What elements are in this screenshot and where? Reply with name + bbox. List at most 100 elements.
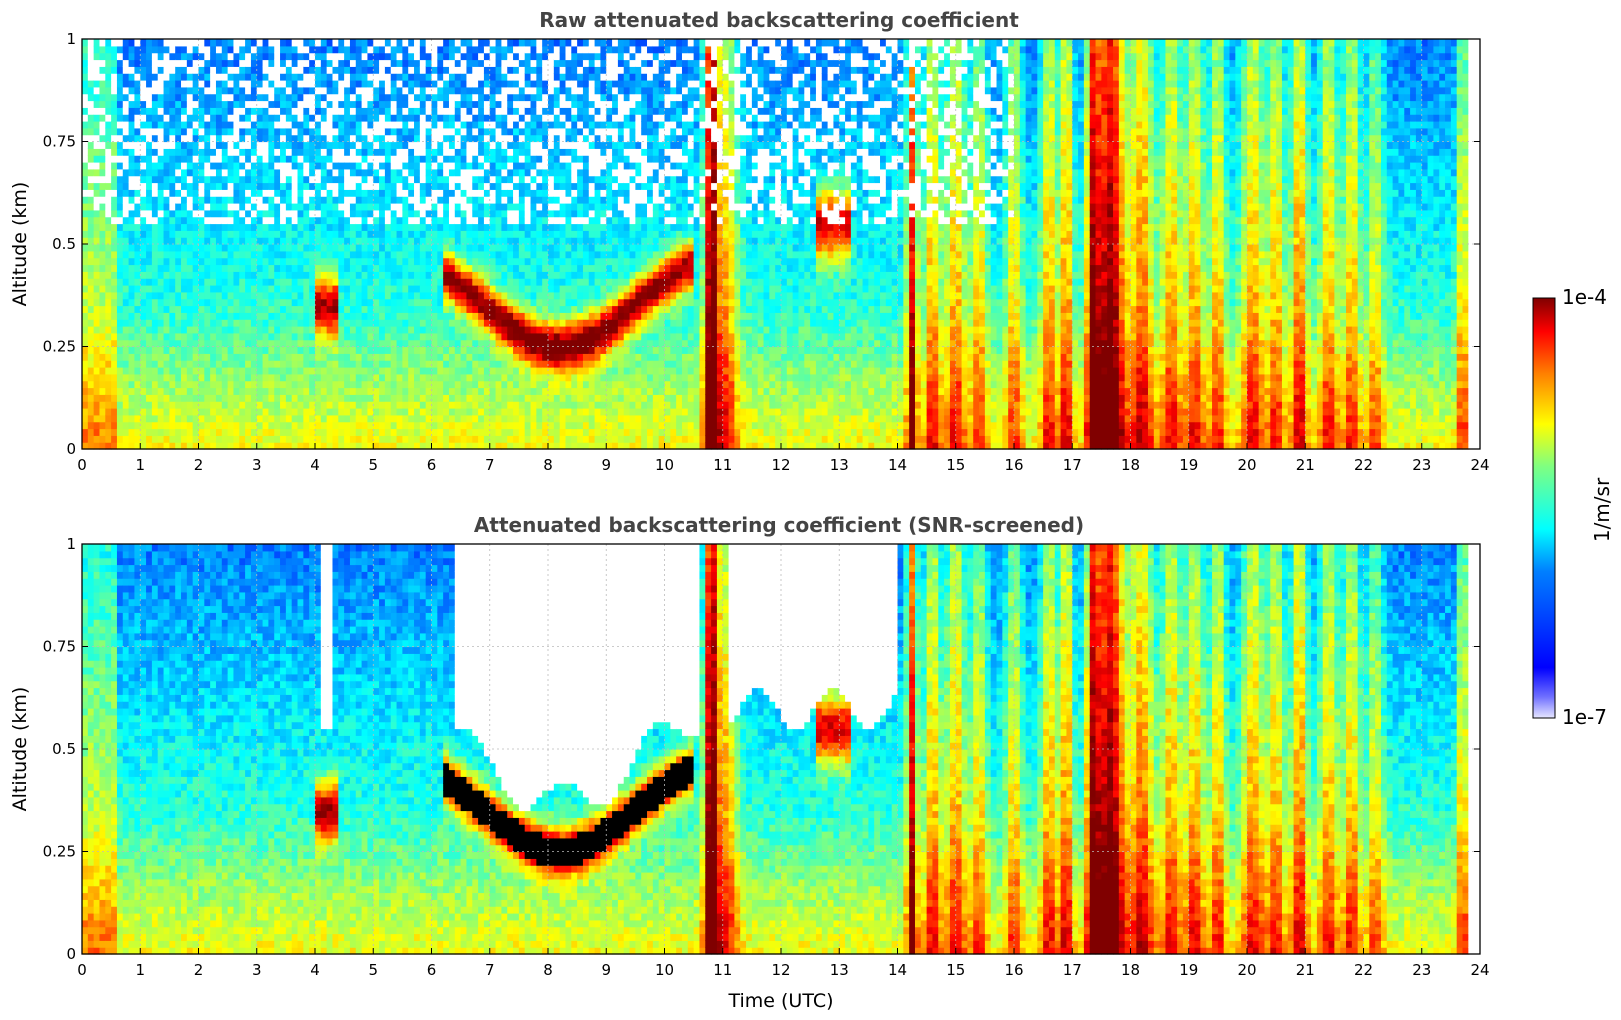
heatmap-cell: [454, 326, 462, 334]
heatmap-cell: [431, 182, 438, 190]
heatmap-cell: [204, 298, 211, 307]
heatmap-cell: [489, 175, 497, 184]
heatmap-cell: [507, 93, 514, 102]
heatmap-cell: [524, 223, 532, 231]
heatmap-cell: [239, 271, 246, 279]
heatmap-cell: [536, 230, 543, 238]
heatmap-cell: [268, 264, 275, 272]
heatmap-cell: [501, 298, 508, 307]
heatmap-cell: [163, 134, 170, 143]
heatmap-cell: [402, 45, 409, 54]
heatmap-cell: [518, 203, 526, 211]
heatmap-cell: [93, 421, 101, 430]
heatmap-cell: [262, 175, 269, 184]
heatmap-cell: [221, 291, 229, 300]
heatmap-cell: [151, 353, 159, 361]
heatmap-cell: [285, 346, 293, 354]
heatmap-cell: [501, 428, 508, 436]
heatmap-cell: [349, 278, 357, 286]
heatmap-cell: [414, 305, 421, 313]
heatmap-cell: [291, 264, 299, 272]
heatmap-cell: [134, 93, 141, 102]
heatmap-cell: [309, 162, 316, 170]
heatmap-cell: [355, 52, 363, 61]
heatmap-cell: [262, 435, 269, 443]
heatmap-cell: [285, 353, 293, 361]
heatmap-cell: [285, 189, 293, 197]
heatmap-cell: [280, 428, 287, 436]
heatmap-cell: [239, 360, 246, 368]
heatmap-cell: [454, 250, 462, 259]
heatmap-cell: [227, 367, 235, 375]
heatmap-cell: [361, 45, 369, 54]
heatmap-cell: [116, 257, 124, 266]
heatmap-cell: [530, 168, 537, 177]
heatmap-cell: [105, 52, 112, 61]
heatmap-cell: [245, 271, 252, 279]
heatmap-cell: [542, 346, 549, 354]
heatmap-cell: [443, 271, 450, 279]
heatmap-cell: [448, 182, 456, 190]
heatmap-cell: [87, 278, 95, 286]
heatmap-cell: [530, 66, 537, 74]
heatmap-cell: [87, 107, 95, 115]
heatmap-cell: [186, 182, 194, 190]
heatmap-cell: [320, 264, 328, 272]
heatmap-cell: [425, 134, 433, 143]
heatmap-cell: [524, 114, 532, 122]
heatmap-cell: [466, 319, 473, 327]
heatmap-cell: [553, 373, 561, 382]
heatmap-cell: [169, 305, 176, 313]
heatmap-cell: [448, 127, 456, 136]
heatmap-cell: [437, 305, 444, 313]
heatmap-cell: [128, 93, 136, 102]
heatmap-cell: [309, 401, 316, 409]
heatmap-cell: [367, 121, 374, 129]
heatmap-cell: [175, 107, 182, 115]
heatmap-cell: [460, 346, 468, 354]
heatmap-cell: [443, 121, 450, 129]
heatmap-cell: [518, 80, 526, 88]
heatmap-cell: [326, 244, 334, 252]
heatmap-cell: [233, 162, 240, 170]
heatmap-cell: [146, 203, 153, 211]
heatmap-cell: [175, 435, 182, 443]
heatmap-cell: [448, 52, 456, 61]
heatmap-cell: [379, 121, 386, 129]
heatmap-cell: [518, 66, 526, 74]
heatmap-cell: [215, 278, 223, 286]
heatmap-cell: [396, 216, 403, 225]
heatmap-cell: [390, 373, 398, 382]
heatmap-cell: [169, 168, 176, 177]
heatmap-cell: [163, 244, 170, 252]
heatmap-cell: [303, 264, 310, 272]
heatmap-cell: [542, 435, 549, 443]
heatmap-cell: [309, 394, 316, 402]
heatmap-cell: [134, 162, 141, 170]
heatmap-cell: [472, 175, 479, 184]
heatmap-cell: [326, 45, 334, 54]
heatmap-cell: [443, 148, 450, 156]
heatmap-cell: [233, 394, 240, 402]
heatmap-cell: [379, 148, 386, 156]
heatmap-cell: [495, 250, 502, 259]
heatmap-cell: [553, 121, 561, 129]
heatmap-cell: [443, 291, 450, 300]
heatmap-cell: [524, 360, 532, 368]
heatmap-cell: [472, 216, 479, 225]
heatmap-cell: [227, 428, 235, 436]
heatmap-cell: [361, 414, 369, 423]
heatmap-cell: [146, 162, 153, 170]
heatmap-cell: [280, 80, 287, 88]
heatmap-cell: [332, 421, 339, 430]
heatmap-cell: [215, 223, 223, 231]
heatmap-cell: [151, 107, 159, 115]
heatmap-cell: [309, 346, 316, 354]
heatmap-cell: [542, 312, 549, 320]
heatmap-cell: [402, 209, 409, 218]
heatmap-cell: [548, 442, 555, 450]
heatmap-cell: [425, 421, 433, 430]
heatmap-cell: [472, 100, 479, 108]
heatmap-cell: [128, 223, 136, 231]
heatmap-cell: [245, 367, 252, 375]
